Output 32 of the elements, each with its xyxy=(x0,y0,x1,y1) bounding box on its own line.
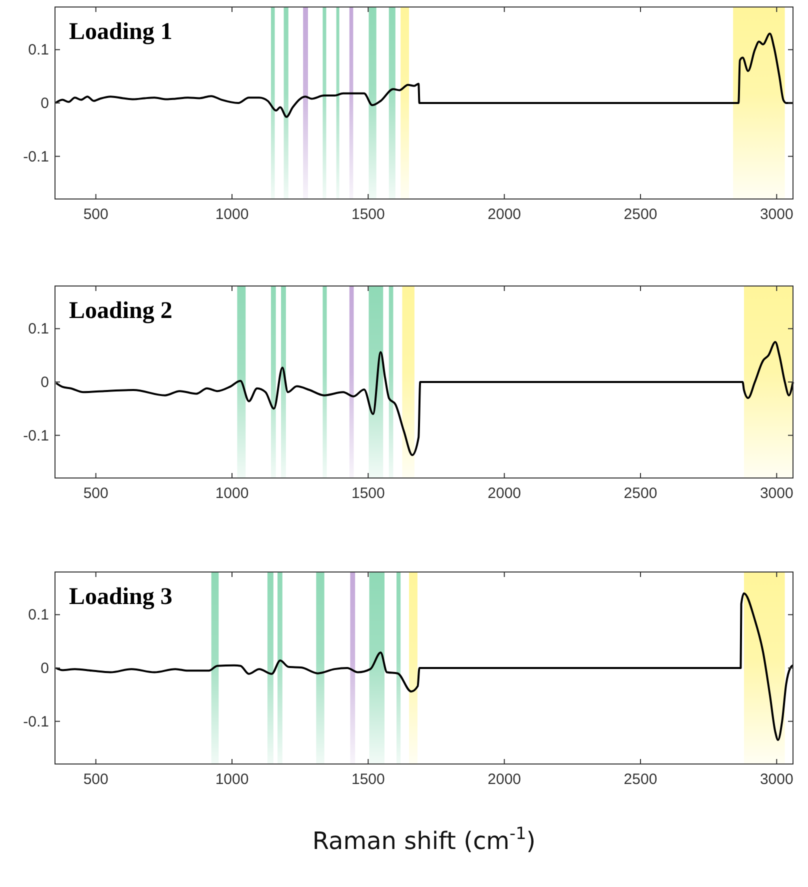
x-tick-label: 1000 xyxy=(215,771,249,788)
x-tick-label: 2500 xyxy=(624,485,658,502)
x-tick-label: 1500 xyxy=(351,206,385,223)
x-tick-label: 3000 xyxy=(760,485,794,502)
y-tick-label: 0 xyxy=(40,660,49,677)
y-tick-label: 0.1 xyxy=(28,42,49,59)
x-tick-label: 3000 xyxy=(760,206,794,223)
line-series xyxy=(55,341,794,456)
y-tick-label: 0.1 xyxy=(28,320,49,338)
x-tick-label: 500 xyxy=(83,485,108,502)
x-tick-label: 2000 xyxy=(488,771,522,788)
text: Loading 1 xyxy=(69,19,172,45)
x-tick-label: 500 xyxy=(83,771,108,788)
x-tick-label: 3000 xyxy=(760,771,794,788)
y-tick-label: -0.1 xyxy=(23,713,49,730)
x-tick-label: 2500 xyxy=(624,771,658,788)
x-axis-title: Raman shift (cm$^{-1}$) xyxy=(312,823,536,855)
text: Loading 2 xyxy=(69,298,172,324)
y-tick-label: -0.1 xyxy=(23,427,49,444)
x-tick-label: 1500 xyxy=(351,485,385,502)
x-tick-label: 500 xyxy=(83,206,108,223)
x-tick-label: 2000 xyxy=(488,485,522,502)
text: Loading 3 xyxy=(69,584,172,610)
x-tick-label: 2500 xyxy=(624,206,658,223)
x-tick-label: 2000 xyxy=(488,206,522,223)
y-tick-label: 0 xyxy=(40,374,49,391)
y-tick-label: 0 xyxy=(40,95,49,112)
y-tick-label: 0.1 xyxy=(28,606,49,624)
y-tick-label: -0.1 xyxy=(23,148,49,166)
x-tick-label: 1000 xyxy=(215,206,249,223)
x-tick-label: 1500 xyxy=(351,771,385,788)
x-tick-label: 1000 xyxy=(215,485,249,502)
